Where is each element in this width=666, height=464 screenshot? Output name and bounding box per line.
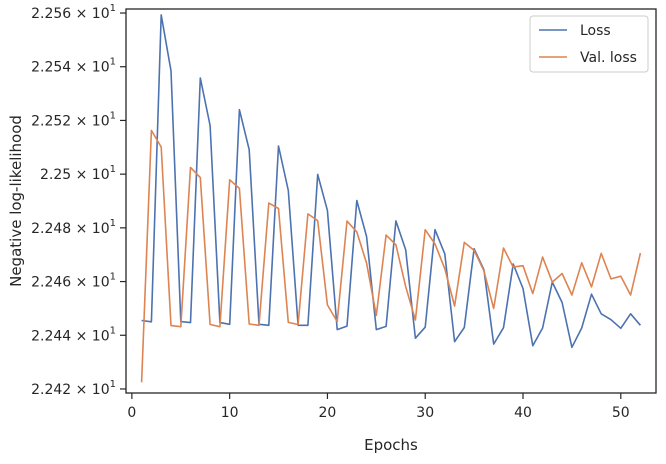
legend: Loss Val. loss <box>529 15 649 73</box>
x-tick-label: 50 <box>612 405 630 421</box>
legend-label-val-loss: Val. loss <box>580 50 637 66</box>
y-tick-label: 2.256 × 101 <box>31 3 116 22</box>
y-tick-label: 2.254 × 101 <box>31 57 116 76</box>
x-tick-label: 30 <box>416 405 434 421</box>
series-layer <box>140 14 642 383</box>
series-line-1 <box>140 129 642 383</box>
y-tick-label: 2.244 × 101 <box>31 325 116 344</box>
y-axis-label: Negative log-likelihood <box>7 115 25 287</box>
legend-label-loss: Loss <box>580 23 611 39</box>
x-tick-label: 20 <box>319 405 337 421</box>
y-tick-label: 2.242 × 101 <box>31 379 116 398</box>
x-axis-ticks: 0 10 20 30 40 50 <box>127 393 630 421</box>
x-axis-label: Epochs <box>364 436 418 454</box>
plot-frame <box>125 8 657 394</box>
x-tick-label: 10 <box>221 405 239 421</box>
x-tick-label: 40 <box>514 405 532 421</box>
x-tick-label: 0 <box>127 405 136 421</box>
series-line-0 <box>141 14 642 349</box>
y-tick-label: 2.248 × 101 <box>31 218 116 237</box>
y-tick-label: 2.252 × 101 <box>31 110 116 129</box>
y-tick-label: 2.25 × 101 <box>40 164 116 183</box>
y-tick-label: 2.246 × 101 <box>31 272 116 291</box>
y-axis-ticks: 2.242 × 101 2.244 × 101 2.246 × 101 2.248 ×… <box>31 3 126 398</box>
